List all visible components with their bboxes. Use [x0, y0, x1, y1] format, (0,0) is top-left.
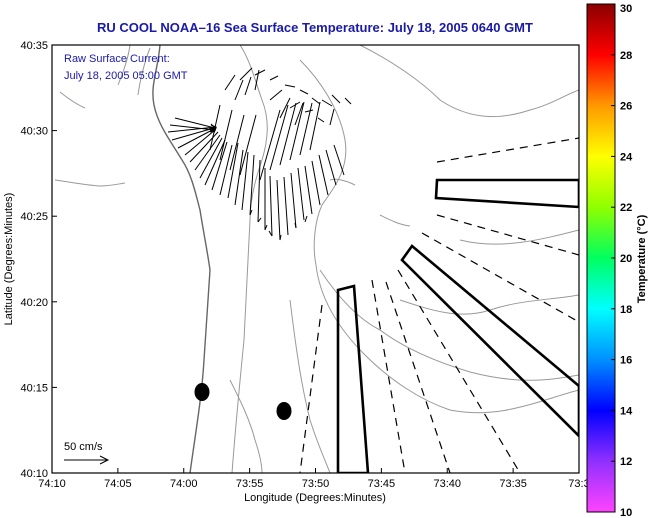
- isobath-2: [299, 59, 579, 414]
- y-axis-label: Latitude (Degrees:Minutes): [3, 193, 15, 326]
- track-box-southeast: [400, 244, 579, 438]
- y-tick-label: 40:10: [20, 468, 48, 480]
- isobath-3: [359, 45, 579, 118]
- track-box-north: [434, 178, 579, 209]
- mooring-marker-west: [194, 383, 210, 401]
- chart-title: RU COOL NOAA–16 Sea Surface Temperature:…: [97, 20, 533, 35]
- mooring-marker-east: [276, 402, 292, 420]
- current-label-line1: Raw Surface Current:: [64, 53, 170, 65]
- x-tick-label: 73:45: [368, 478, 396, 490]
- y-tick-label: 40:25: [20, 211, 48, 223]
- colorbar-tick-label: 10: [620, 507, 632, 518]
- x-tick-label: 73:55: [236, 478, 264, 490]
- colorbar-tick-label: 26: [620, 101, 632, 113]
- map-area: [54, 45, 579, 473]
- colorbar-tick-label: 12: [620, 456, 632, 468]
- colorbar-tick-label: 20: [620, 253, 632, 265]
- x-tick-label: 73:40: [433, 478, 461, 490]
- x-tick-label: 74:05: [104, 478, 132, 490]
- colorbar-tick-label: 18: [620, 304, 632, 316]
- x-axis-ticks: 74:10 74:05 74:00 73:55 73:50 73:45 73:40 73:35…: [38, 468, 590, 490]
- scale-label: 50 cm/s: [64, 441, 103, 453]
- x-tick-label: 73:3: [568, 478, 589, 490]
- colorbar-tick-label: 28: [620, 50, 632, 62]
- colorbar-label: Temperature (°C): [636, 214, 648, 303]
- y-tick-label: 40:35: [20, 40, 48, 52]
- x-tick-label: 73:50: [302, 478, 330, 490]
- track-box-south: [336, 284, 370, 473]
- y-tick-label: 40:30: [20, 126, 48, 138]
- colorbar-ticks: 30 28 26 24 22 20 18 16 14 12 10: [611, 3, 633, 518]
- y-tick-label: 40:15: [20, 382, 48, 394]
- colorbar-tick-label: 24: [620, 151, 633, 163]
- isobath-5: [399, 229, 579, 315]
- x-tick-label: 74:00: [170, 478, 198, 490]
- current-label-line2: July 18, 2005 05:00 GMT: [64, 70, 188, 82]
- y-axis-ticks: 40:35 40:30 40:25 40:20 40:15 40:10: [20, 40, 57, 480]
- dashed-radials: [299, 137, 579, 473]
- colorbar-tick-label: 30: [620, 3, 632, 15]
- scale-arrow: [64, 455, 110, 465]
- colorbar: [586, 3, 616, 513]
- x-tick-label: 73:35: [499, 478, 527, 490]
- current-vectors: [167, 67, 352, 241]
- colorbar-tick-label: 14: [620, 405, 633, 417]
- isobath-6: [229, 299, 331, 473]
- coast-detail: [54, 45, 151, 187]
- y-tick-label: 40:20: [20, 297, 48, 309]
- isobath-1: [231, 45, 268, 473]
- coastline: [152, 45, 211, 473]
- isobath-7: [59, 91, 411, 227]
- isobath-4: [319, 269, 579, 381]
- x-tick-label: 74:10: [38, 478, 66, 490]
- colorbar-tick-label: 16: [620, 355, 632, 367]
- colorbar-tick-label: 22: [620, 202, 632, 214]
- x-axis-label: Longitude (Degrees:Minutes): [244, 492, 386, 504]
